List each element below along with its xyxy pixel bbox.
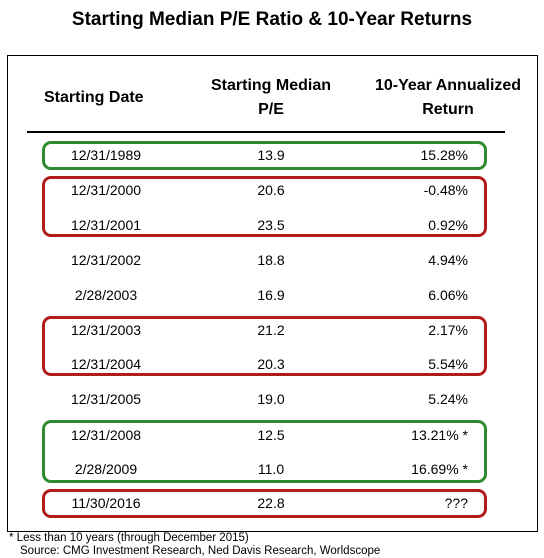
cell-pe: 20.6 [257,182,285,198]
highlight-box-green-1989 [42,141,487,170]
highlight-box-green-2008-2009 [42,420,487,483]
table-row: 12/31/2004 20.3 5.54% [0,353,544,375]
header-pe-line2: P/E [258,101,284,118]
table-row: 12/31/2002 18.8 4.94% [0,249,544,271]
footnote: * Less than 10 years (through December 2… [9,532,249,544]
cell-pe: 20.3 [257,356,285,372]
table-row: 12/31/2008 12.5 13.21% * [0,424,544,446]
table-row: 2/28/2003 16.9 6.06% [0,284,544,306]
header-divider [27,131,505,133]
cell-pe: 11.0 [257,461,285,477]
cell-date: 12/31/2000 [70,182,142,198]
cell-return: 6.06% [428,287,468,303]
cell-pe: 13.9 [257,147,285,163]
table-row: 12/31/2005 19.0 5.24% [0,388,544,410]
cell-date: 11/30/2016 [71,495,141,511]
cell-date: 12/31/2003 [70,322,142,338]
highlight-box-red-2000-2001 [42,176,487,237]
cell-date: 12/31/2008 [70,427,142,443]
table-row: 12/31/2001 23.5 0.92% [0,214,544,236]
cell-pe: 22.8 [257,495,285,511]
header-pe-line1: Starting Median [210,77,331,94]
cell-return: 0.92% [428,217,468,233]
cell-return: 15.28% [420,147,468,163]
chart-title: Starting Median P/E Ratio & 10-Year Retu… [71,9,473,30]
table-frame [7,55,538,532]
cell-return: ??? [444,495,468,511]
cell-return: 5.24% [428,391,468,407]
cell-return: -0.48% [423,182,468,198]
table-row: 12/31/2003 21.2 2.17% [0,319,544,341]
cell-return: 13.21% * [411,427,468,443]
table-row: 12/31/2000 20.6 -0.48% [0,179,544,201]
source-line: Source: CMG Investment Research, Ned Dav… [20,545,381,557]
table-row: 2/28/2009 11.0 16.69% * [0,458,544,480]
cell-pe: 12.5 [257,427,285,443]
cell-return: 2.17% [428,322,468,338]
cell-date: 12/31/2001 [70,217,142,233]
highlight-box-red-2016 [42,489,487,518]
cell-pe: 18.8 [257,252,285,268]
cell-pe: 19.0 [257,391,285,407]
header-return-line1: 10-Year Annualized [374,77,522,94]
cell-date: 2/28/2003 [74,287,138,303]
cell-date: 12/31/2005 [70,391,142,407]
cell-date: 12/31/1989 [70,147,142,163]
cell-pe: 23.5 [257,217,285,233]
cell-date: 2/28/2009 [74,461,138,477]
cell-pe: 16.9 [257,287,285,303]
header-return-line2: Return [422,101,474,118]
cell-pe: 21.2 [257,322,285,338]
header-starting-pe: Starting Median P/E [198,74,344,122]
header-annualized-return: 10-Year Annualized Return [362,74,534,122]
header-starting-date: Starting Date [44,89,144,106]
cell-return: 16.69% * [411,461,468,477]
cell-date: 12/31/2002 [70,252,142,268]
cell-return: 5.54% [428,356,468,372]
cell-return: 4.94% [428,252,468,268]
table-row: 11/30/2016 22.8 ??? [0,492,544,514]
cell-date: 12/31/2004 [70,356,142,372]
table-row: 12/31/1989 13.9 15.28% [0,144,544,166]
highlight-box-red-2003-2004 [42,316,487,376]
